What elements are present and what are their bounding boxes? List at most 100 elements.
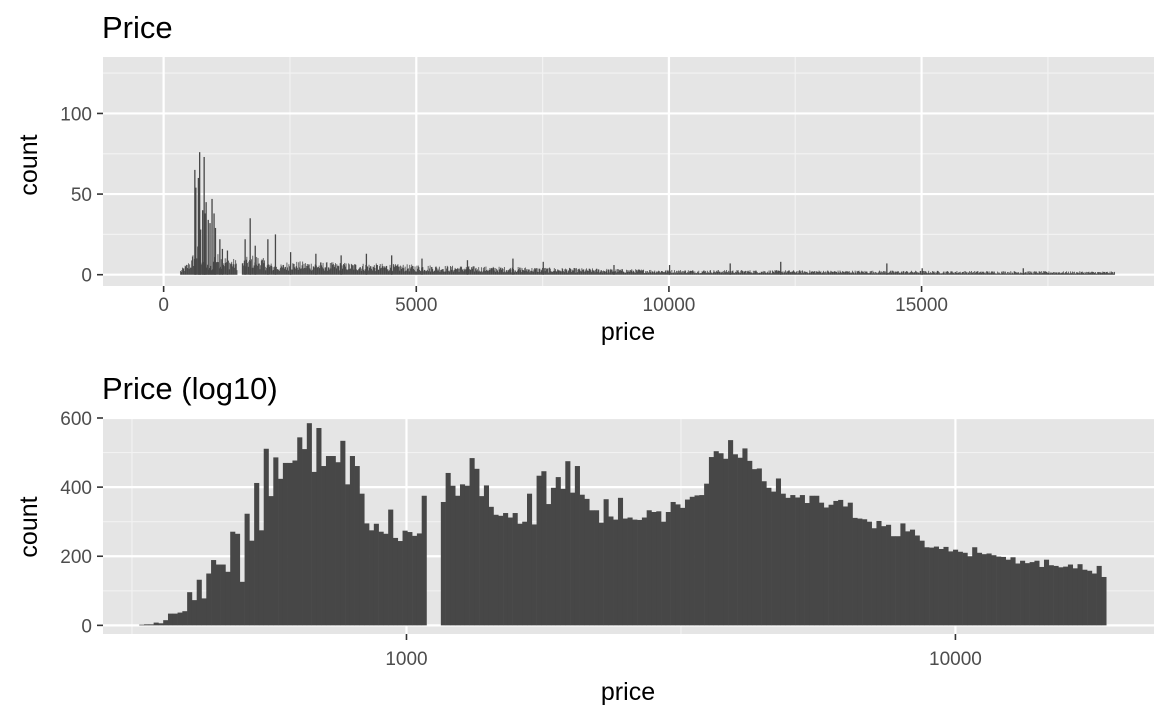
bar xyxy=(829,272,831,275)
bar xyxy=(1043,271,1045,275)
bar xyxy=(645,271,646,275)
bar xyxy=(905,271,907,275)
bar xyxy=(885,273,887,275)
bar xyxy=(189,264,191,275)
bar xyxy=(321,265,323,275)
bar xyxy=(311,471,317,626)
bar xyxy=(444,271,445,275)
bar xyxy=(760,271,762,275)
bar xyxy=(1043,559,1050,626)
bar xyxy=(841,272,843,275)
bar xyxy=(771,273,773,275)
bar xyxy=(330,456,336,626)
bar xyxy=(1114,271,1115,275)
bar xyxy=(186,264,188,275)
bar xyxy=(852,270,853,275)
bar xyxy=(318,266,319,275)
bar xyxy=(337,265,338,275)
bar xyxy=(311,270,313,275)
bar xyxy=(248,261,250,275)
bar xyxy=(935,272,937,275)
bar xyxy=(457,267,459,275)
bar xyxy=(308,264,309,275)
bar xyxy=(279,267,281,275)
bar xyxy=(842,271,844,275)
bar xyxy=(1091,573,1097,626)
bar xyxy=(498,272,499,275)
bar xyxy=(415,271,417,275)
bar xyxy=(758,272,760,275)
bar xyxy=(167,613,174,626)
bar xyxy=(264,266,266,275)
bar xyxy=(1109,271,1111,275)
bar xyxy=(1026,273,1027,275)
bar xyxy=(835,271,837,275)
bar xyxy=(653,272,654,275)
bar xyxy=(251,267,253,275)
bar xyxy=(369,266,371,275)
bar xyxy=(316,428,322,626)
bar xyxy=(1036,271,1037,275)
bar xyxy=(919,540,925,626)
bar xyxy=(959,272,960,275)
bar xyxy=(975,271,977,275)
bar xyxy=(477,271,479,275)
bar xyxy=(540,271,541,275)
bar xyxy=(565,268,566,275)
bar xyxy=(863,272,865,275)
bar xyxy=(289,266,290,275)
bar xyxy=(207,219,209,275)
bar xyxy=(500,267,502,275)
bar xyxy=(628,270,630,275)
bar xyxy=(184,270,185,275)
bar xyxy=(739,272,741,275)
bar xyxy=(488,269,490,275)
bar xyxy=(1013,273,1014,275)
bar xyxy=(793,270,795,275)
bar xyxy=(1108,273,1110,275)
bar xyxy=(969,271,970,275)
bar xyxy=(204,213,206,275)
bar xyxy=(360,267,361,275)
bar xyxy=(782,271,784,275)
bar xyxy=(402,530,408,626)
bar xyxy=(601,271,603,275)
bar xyxy=(951,271,953,275)
bar xyxy=(750,272,752,275)
bar xyxy=(497,269,499,275)
bar xyxy=(1008,271,1010,275)
bar xyxy=(496,270,498,275)
bar xyxy=(795,272,797,275)
bar xyxy=(282,462,288,626)
bar xyxy=(1090,272,1092,275)
bar xyxy=(639,270,641,275)
bar xyxy=(1010,557,1016,626)
bar xyxy=(430,271,432,275)
bar xyxy=(747,270,749,275)
bar xyxy=(971,272,973,275)
bar xyxy=(266,267,267,275)
bar xyxy=(488,271,489,275)
bar xyxy=(582,269,583,275)
bar xyxy=(962,552,968,626)
bar xyxy=(299,261,301,275)
bar xyxy=(1052,272,1054,275)
bar xyxy=(408,271,410,275)
bar xyxy=(565,270,567,275)
bar xyxy=(685,272,687,275)
bar xyxy=(684,499,691,626)
bar xyxy=(886,524,892,626)
bar xyxy=(549,267,551,275)
bar xyxy=(689,270,691,275)
bar xyxy=(163,620,169,626)
bar xyxy=(897,272,899,275)
bar xyxy=(920,270,922,275)
bar xyxy=(221,248,224,275)
bar xyxy=(926,273,928,275)
bar xyxy=(260,265,262,275)
bar xyxy=(278,269,280,275)
bar xyxy=(781,271,782,275)
bar xyxy=(444,266,446,275)
bar xyxy=(681,271,683,275)
bar xyxy=(679,270,681,275)
